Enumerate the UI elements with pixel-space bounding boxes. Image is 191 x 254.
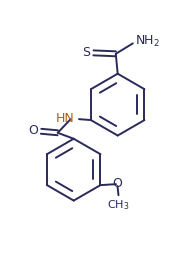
Text: NH$_2$: NH$_2$ [135, 34, 160, 49]
Text: S: S [82, 46, 90, 59]
Text: O: O [112, 177, 122, 190]
Text: O: O [28, 124, 38, 137]
Text: CH$_3$: CH$_3$ [107, 198, 130, 212]
Text: HN: HN [56, 112, 75, 125]
